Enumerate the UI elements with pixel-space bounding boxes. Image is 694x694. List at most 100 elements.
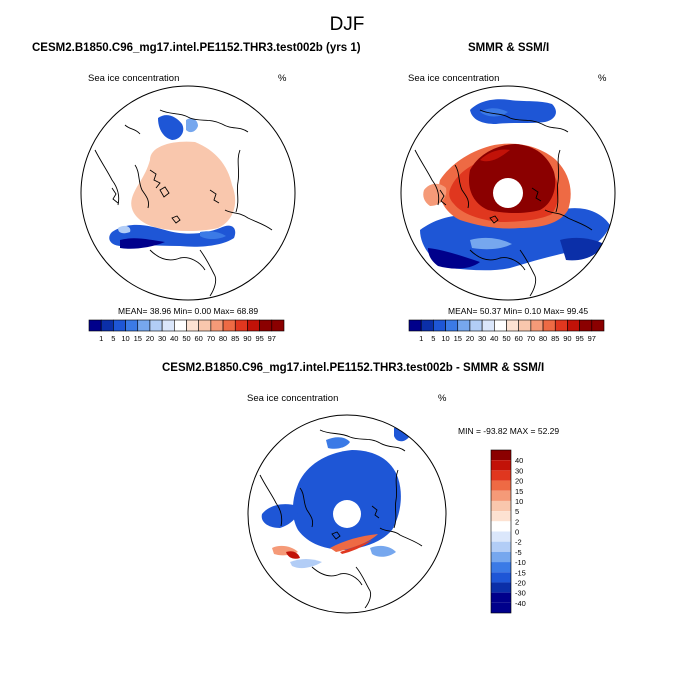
diff-positive-streak	[330, 534, 378, 552]
colorbar-box	[491, 582, 511, 593]
panel-diff-map	[247, 414, 447, 614]
colorbar-box	[491, 480, 511, 491]
colorbar-tick-label: -40	[515, 599, 526, 608]
colorbar-box	[198, 319, 212, 332]
colorbar-box	[491, 531, 511, 542]
colorbar-box	[222, 319, 236, 332]
panel-diff-left-label: Sea ice concentration	[247, 393, 339, 404]
panel-obs-title: SMMR & SSM/I	[468, 42, 550, 54]
colorbar-box	[100, 319, 114, 332]
colorbar-box	[530, 319, 544, 332]
colorbar-box	[491, 460, 511, 471]
colorbar-tick-label: 1	[99, 334, 103, 343]
colorbar-box	[259, 319, 273, 332]
colorbar-box	[491, 562, 511, 573]
colorbar-box	[457, 319, 471, 332]
obs-pack-ice	[468, 144, 556, 213]
colorbar-box	[491, 602, 511, 613]
colorbar-box	[491, 450, 511, 461]
colorbar-tick-label: 40	[170, 334, 178, 343]
colorbar-tick-label: 90	[563, 334, 571, 343]
colorbar-tick-label: 30	[478, 334, 486, 343]
colorbar-tick-label: 90	[243, 334, 251, 343]
colorbar-box	[481, 319, 495, 332]
colorbar-box	[161, 319, 175, 332]
panel-model-right-label: %	[278, 73, 287, 84]
colorbar-tick-label: 10	[121, 334, 129, 343]
colorbar-box	[186, 319, 199, 332]
colorbar-box	[469, 319, 483, 332]
colorbar-box	[174, 319, 187, 332]
colorbar-tick-label: -5	[515, 548, 522, 557]
colorbar-box	[491, 470, 511, 481]
colorbar-tick-label: 40	[490, 334, 498, 343]
colorbar-tick-label: 15	[454, 334, 462, 343]
panel-diff-right-label: %	[438, 393, 447, 404]
panel-diff-title: CESM2.B1850.C96_mg17.intel.PE1152.THR3.t…	[162, 362, 545, 374]
colorbar-tick-label: 1	[419, 334, 423, 343]
diff-negative-region	[292, 450, 401, 550]
colorbar-tick-label: 97	[268, 334, 276, 343]
figure-title: DJF	[329, 14, 365, 35]
colorbar-tick-label: 30	[158, 334, 166, 343]
model-pack-ice	[131, 141, 236, 231]
colorbar-box	[491, 551, 511, 563]
colorbar-box	[491, 592, 511, 603]
colorbar-box	[137, 319, 151, 332]
colorbar-border	[490, 449, 512, 614]
colorbar-tick-label: 40	[515, 456, 523, 465]
colorbar-box	[408, 319, 422, 332]
colorbar-tick-label: 95	[575, 334, 583, 343]
colorbar-box	[491, 521, 511, 532]
colorbar-tick-label: 10	[441, 334, 449, 343]
colorbar-tick-label: -10	[515, 558, 526, 567]
colorbar-box	[579, 319, 593, 332]
colorbar-tick-label: 85	[231, 334, 239, 343]
panel-obs-map	[400, 85, 616, 301]
colorbar-tick-label: 20	[466, 334, 474, 343]
colorbar-box	[445, 319, 459, 332]
colorbar-tick-label: 80	[219, 334, 227, 343]
colorbar-box	[234, 319, 248, 332]
colorbar-tick-label: 15	[515, 487, 523, 496]
colorbar-tick-label: 20	[146, 334, 154, 343]
colorbar-tick-label: 5	[515, 507, 519, 516]
panel-obs-stats: MEAN= 50.37 Min= 0.10 Max= 99.45	[448, 306, 589, 316]
colorbar-tick-label: 50	[502, 334, 510, 343]
colorbar-box	[491, 490, 511, 501]
colorbar-box	[491, 511, 511, 522]
colorbar-tick-label: 15	[134, 334, 142, 343]
colorbar-box	[506, 319, 519, 332]
colorbar-box	[247, 319, 260, 332]
colorbar-tick-label: 85	[551, 334, 559, 343]
panel-diff-stats: MIN = -93.82 MAX = 52.29	[458, 426, 560, 436]
colorbar-tick-label: -2	[515, 538, 522, 547]
colorbar-tick-label: 2	[515, 517, 519, 526]
colorbar-tick-label: 20	[515, 477, 523, 486]
panel-obs-colorbar: 1 5 10 15 20 30 40 50 60 70 80 85 90 95 97	[408, 319, 605, 343]
colorbar-tick-label: 30	[515, 466, 523, 475]
colorbar-box	[518, 319, 532, 332]
colorbar-box	[554, 319, 568, 332]
colorbar-box	[494, 319, 507, 332]
model-bering-ice	[158, 115, 184, 140]
colorbar-tick-label: 60	[195, 334, 203, 343]
colorbar-box	[567, 319, 580, 332]
colorbar-tick-label: 5	[431, 334, 435, 343]
colorbar-box	[149, 319, 163, 332]
colorbar-tick-label: 10	[515, 497, 523, 506]
colorbar-tick-label: 95	[255, 334, 263, 343]
panel-model-stats: MEAN= 38.96 Min= 0.00 Max= 68.89	[118, 306, 259, 316]
colorbar-box	[113, 319, 126, 332]
colorbar-box	[491, 572, 511, 583]
colorbar-tick-label: 80	[539, 334, 547, 343]
colorbar-tick-label: 50	[182, 334, 190, 343]
colorbar-tick-label: 70	[527, 334, 535, 343]
panel-obs-right-label: %	[598, 73, 607, 84]
colorbar-box	[125, 319, 139, 332]
colorbar-tick-label: -15	[515, 568, 526, 577]
panel-model-map	[80, 85, 296, 301]
colorbar-box	[271, 319, 285, 332]
colorbar-tick-label: 5	[111, 334, 115, 343]
